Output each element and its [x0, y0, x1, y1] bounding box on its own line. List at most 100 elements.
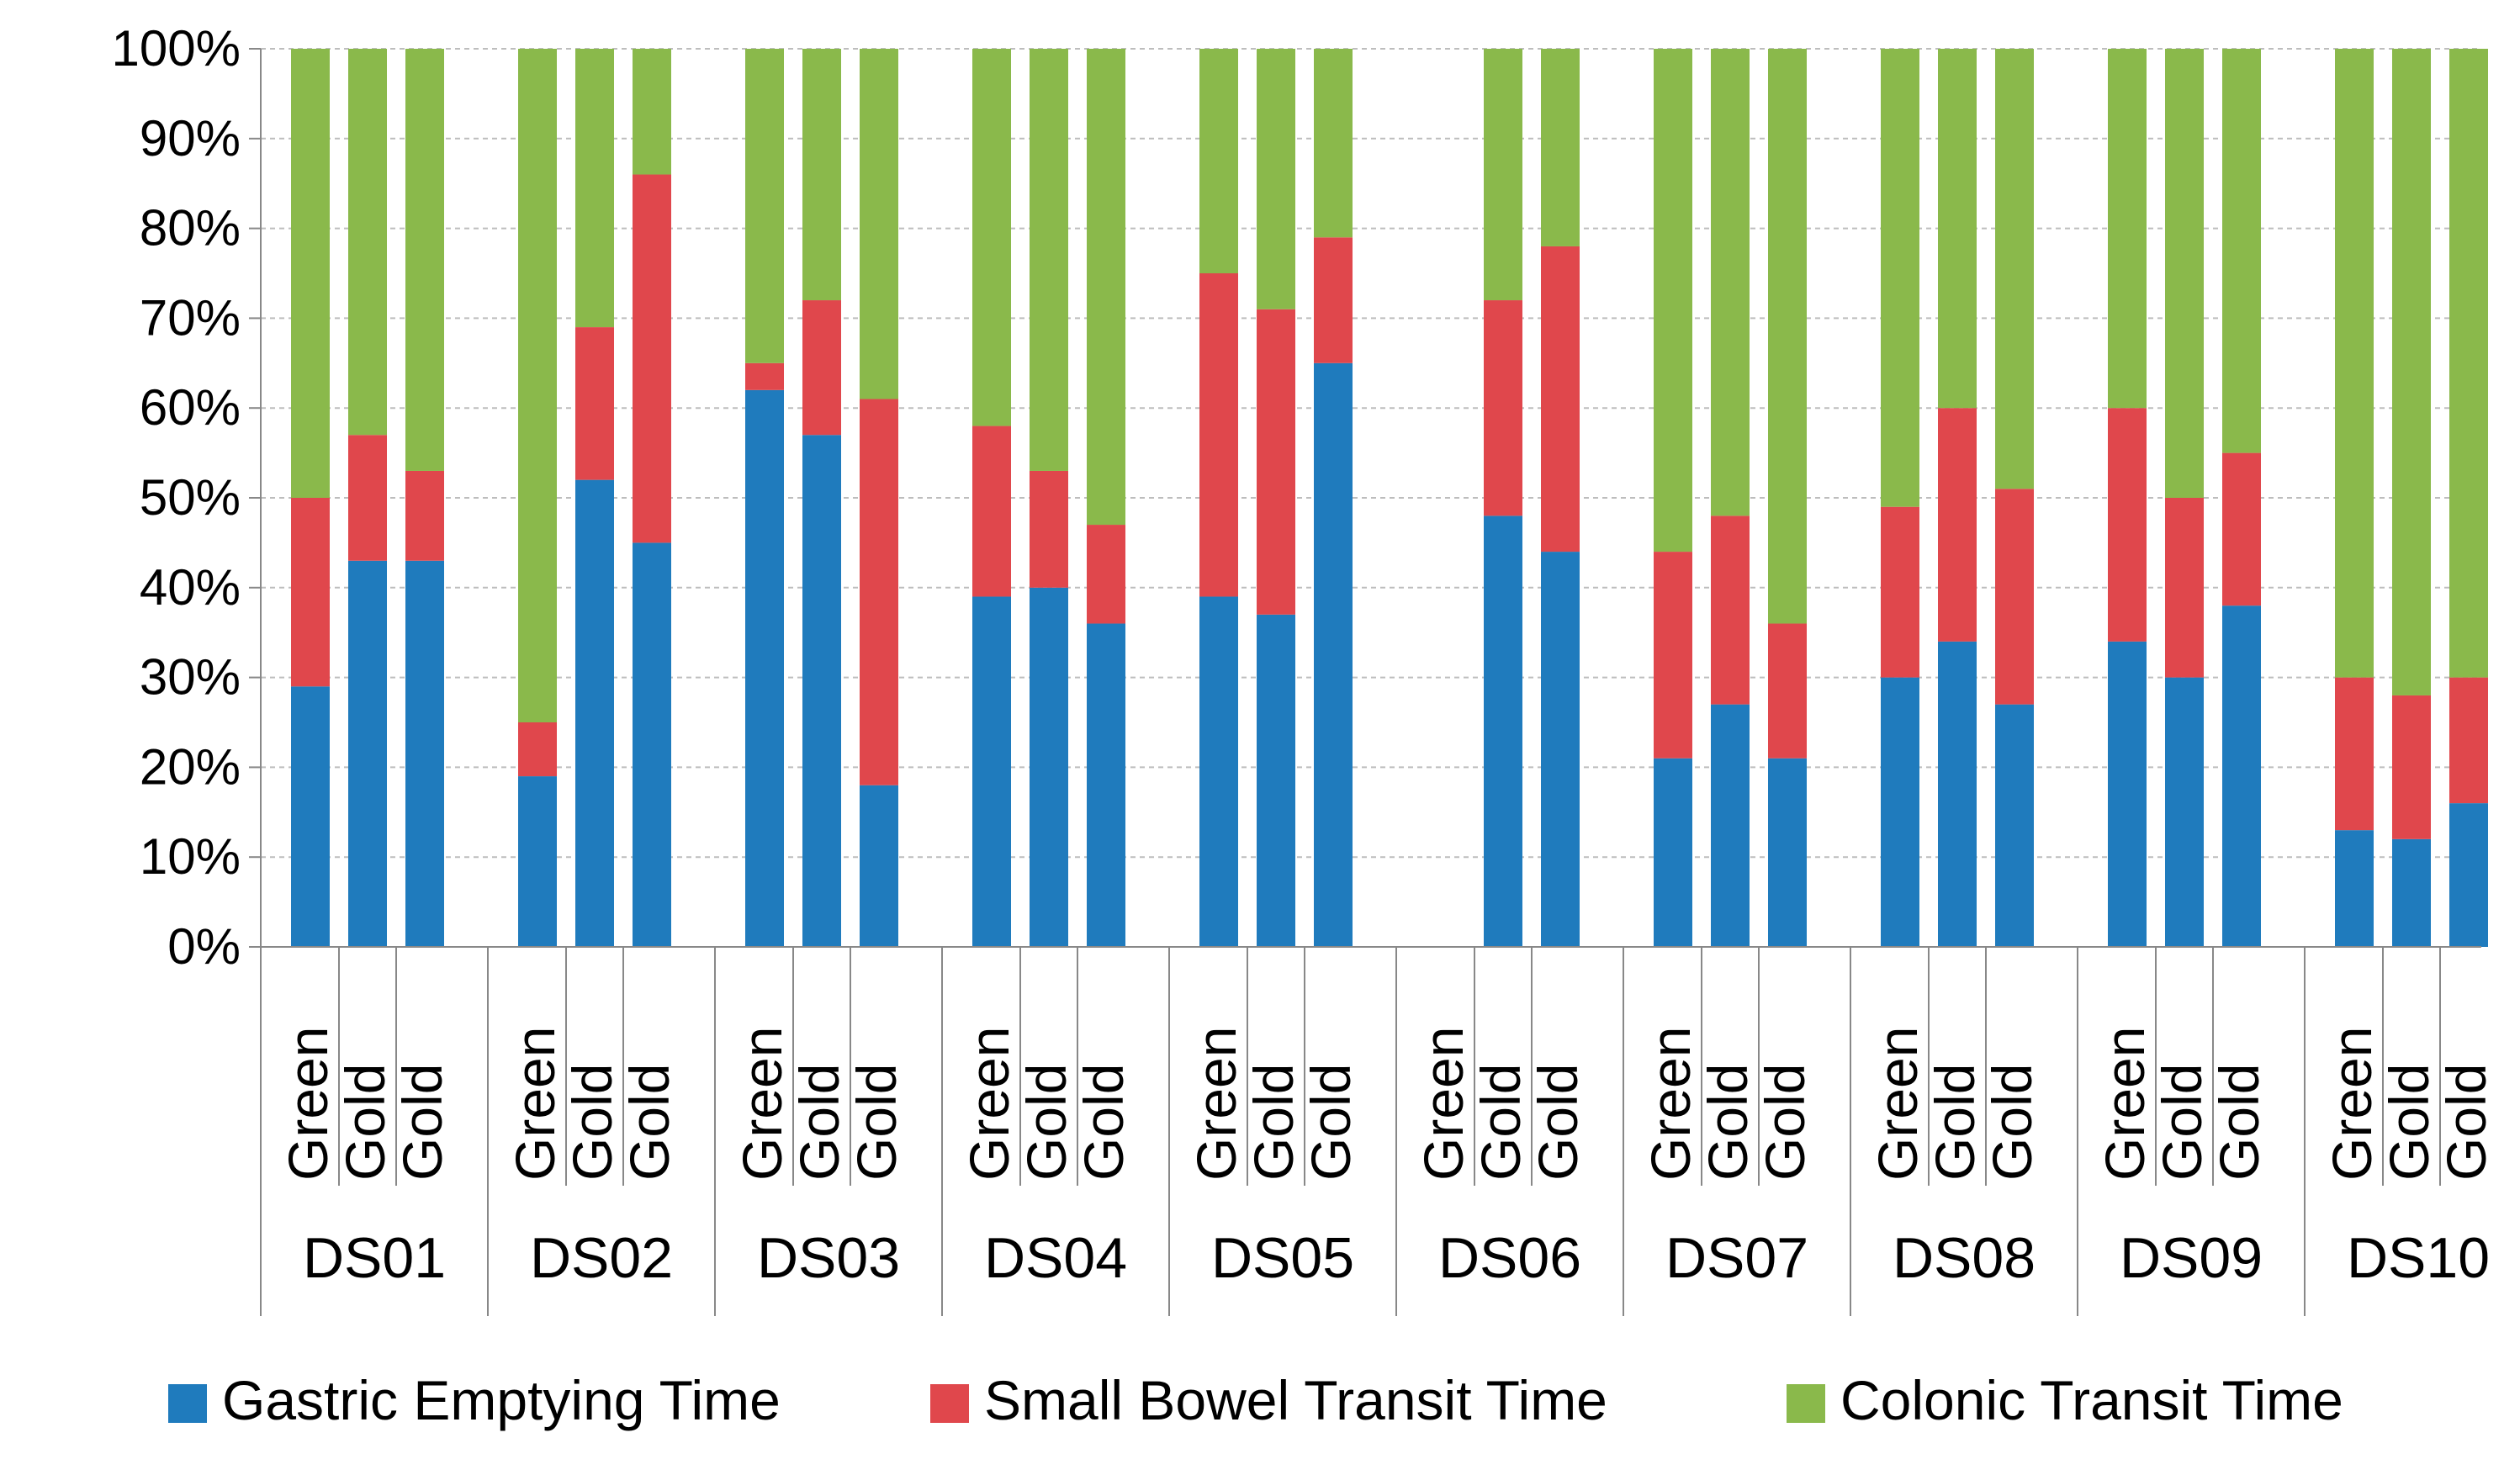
legend-label: Small Bowel Transit Time: [984, 1369, 1607, 1431]
x-category-label: Green: [277, 1027, 339, 1181]
bar-segment-small-bowel-transit-time: [2392, 695, 2431, 839]
bar-segment-colonic-transit-time: [745, 49, 784, 363]
bar-segment-colonic-transit-time: [2108, 49, 2147, 409]
bar-segment-small-bowel-transit-time: [1711, 515, 1750, 705]
bar-segment-gastric-emptying-time: [1199, 596, 1238, 947]
bar-group-ds10: [2335, 49, 2488, 947]
x-group-label: DS08: [1893, 1226, 2036, 1290]
legend-label: Gastric Emptying Time: [222, 1369, 781, 1431]
bar-segment-colonic-transit-time: [1938, 49, 1977, 409]
x-group-label: DS03: [757, 1226, 900, 1290]
x-category-label: Gold: [1527, 1064, 1589, 1181]
y-tick-label: 90%: [140, 110, 241, 167]
bar-segment-gastric-emptying-time: [633, 542, 671, 947]
legend: Gastric Emptying Time Small Bowel Transit…: [168, 1369, 2343, 1431]
x-category-label: Green: [1866, 1027, 1929, 1181]
bar-segment-gastric-emptying-time: [348, 560, 387, 947]
legend-item: Gastric Emptying Time: [168, 1369, 781, 1431]
x-category-label: Gold: [2378, 1064, 2440, 1181]
bar-segment-gastric-emptying-time: [1711, 704, 1750, 947]
bar-segment-small-bowel-transit-time: [2165, 498, 2204, 678]
y-tick-label: 20%: [140, 738, 241, 795]
bar-segment-colonic-transit-time: [575, 49, 614, 328]
y-tick-label: 0%: [167, 918, 241, 975]
x-group-label: DS05: [1211, 1226, 1354, 1290]
x-group-label: DS06: [1438, 1226, 1581, 1290]
bar-segment-small-bowel-transit-time: [1881, 506, 1919, 678]
x-category-label: Gold: [1015, 1064, 1077, 1181]
bar-group-ds01: [291, 49, 444, 947]
bar-segment-colonic-transit-time: [1030, 49, 1068, 471]
x-category-label: Gold: [561, 1064, 623, 1181]
bar-segment-small-bowel-transit-time: [1768, 623, 1807, 759]
bar-segment-small-bowel-transit-time: [1257, 309, 1295, 615]
x-category-label: Gold: [788, 1064, 850, 1181]
bar-segment-colonic-transit-time: [1087, 49, 1125, 526]
bar-segment-colonic-transit-time: [2392, 49, 2431, 695]
bar-segment-gastric-emptying-time: [2165, 677, 2204, 947]
bar-segment-colonic-transit-time: [860, 49, 898, 399]
bar-segment-gastric-emptying-time: [1995, 704, 2034, 947]
x-group-label: DS02: [530, 1226, 673, 1290]
x-category-label: Gold: [1469, 1064, 1532, 1181]
bar-segment-small-bowel-transit-time: [745, 362, 784, 390]
x-category-label: Green: [504, 1027, 566, 1181]
x-category-label: Gold: [1242, 1064, 1305, 1181]
bar-group-ds09: [2108, 49, 2261, 947]
bar-segment-small-bowel-transit-time: [2222, 452, 2261, 606]
x-category-label: Gold: [1072, 1064, 1135, 1181]
bar-segment-gastric-emptying-time: [1768, 758, 1807, 947]
x-group-label: DS10: [2347, 1226, 2490, 1290]
bar-segment-colonic-transit-time: [291, 49, 330, 498]
bar-segment-gastric-emptying-time: [860, 785, 898, 947]
y-axis: 0% 10% 20% 30% 40% 50% 60% 70% 80% 90% 100%: [112, 20, 262, 975]
x-category-label: Gold: [845, 1064, 908, 1181]
bar-segment-gastric-emptying-time: [1087, 623, 1125, 947]
bar-segment-small-bowel-transit-time: [1995, 489, 2034, 705]
bar-segment-gastric-emptying-time: [2108, 641, 2147, 947]
bar-segment-gastric-emptying-time: [1541, 552, 1580, 947]
bar-segment-small-bowel-transit-time: [2108, 408, 2147, 642]
bar-segment-colonic-transit-time: [802, 49, 841, 301]
bar-group-ds05: [1199, 49, 1353, 947]
bar-segment-colonic-transit-time: [2449, 49, 2488, 678]
y-tick-label: 100%: [112, 20, 241, 77]
y-tick-label: 70%: [140, 289, 241, 346]
bar-segment-gastric-emptying-time: [1654, 758, 1692, 947]
bar-segment-colonic-transit-time: [1654, 49, 1692, 552]
y-tick-label: 60%: [140, 379, 241, 436]
x-category-label: Gold: [1981, 1064, 2043, 1181]
bar-segment-small-bowel-transit-time: [291, 498, 330, 687]
bar-segment-small-bowel-transit-time: [575, 327, 614, 480]
bar-segment-small-bowel-transit-time: [1541, 246, 1580, 552]
bar-segment-colonic-transit-time: [348, 49, 387, 436]
bar-segment-gastric-emptying-time: [2449, 803, 2488, 947]
legend-item: Small Bowel Transit Time: [930, 1369, 1607, 1431]
bar-group-ds08: [1881, 49, 2034, 947]
x-category-label: Gold: [334, 1064, 396, 1181]
bar-segment-small-bowel-transit-time: [405, 470, 444, 561]
bar-segment-colonic-transit-time: [405, 49, 444, 471]
bar-group-ds04: [972, 49, 1125, 947]
x-group-label: DS04: [984, 1226, 1127, 1290]
x-category-label: Gold: [1924, 1064, 1986, 1181]
bar-segment-small-bowel-transit-time: [348, 435, 387, 561]
bar-segment-small-bowel-transit-time: [1938, 408, 1977, 642]
bar-segment-gastric-emptying-time: [518, 776, 557, 947]
x-category-label: Gold: [2208, 1064, 2270, 1181]
bar-segment-colonic-transit-time: [633, 49, 671, 175]
x-category-label: Gold: [1300, 1064, 1362, 1181]
x-category-label: Green: [1185, 1027, 1247, 1181]
bar-segment-gastric-emptying-time: [1484, 515, 1522, 947]
bar-segment-small-bowel-transit-time: [802, 300, 841, 436]
legend-swatch: [930, 1384, 969, 1423]
bar-segment-colonic-transit-time: [2222, 49, 2261, 453]
bar-segment-colonic-transit-time: [1881, 49, 1919, 507]
bar-segment-small-bowel-transit-time: [633, 174, 671, 543]
x-category-label: Gold: [618, 1064, 680, 1181]
x-category-label: Green: [2321, 1027, 2383, 1181]
bar-segment-gastric-emptying-time: [575, 479, 614, 947]
x-category-label: Green: [2094, 1027, 2156, 1181]
bar-segment-gastric-emptying-time: [1314, 362, 1353, 947]
